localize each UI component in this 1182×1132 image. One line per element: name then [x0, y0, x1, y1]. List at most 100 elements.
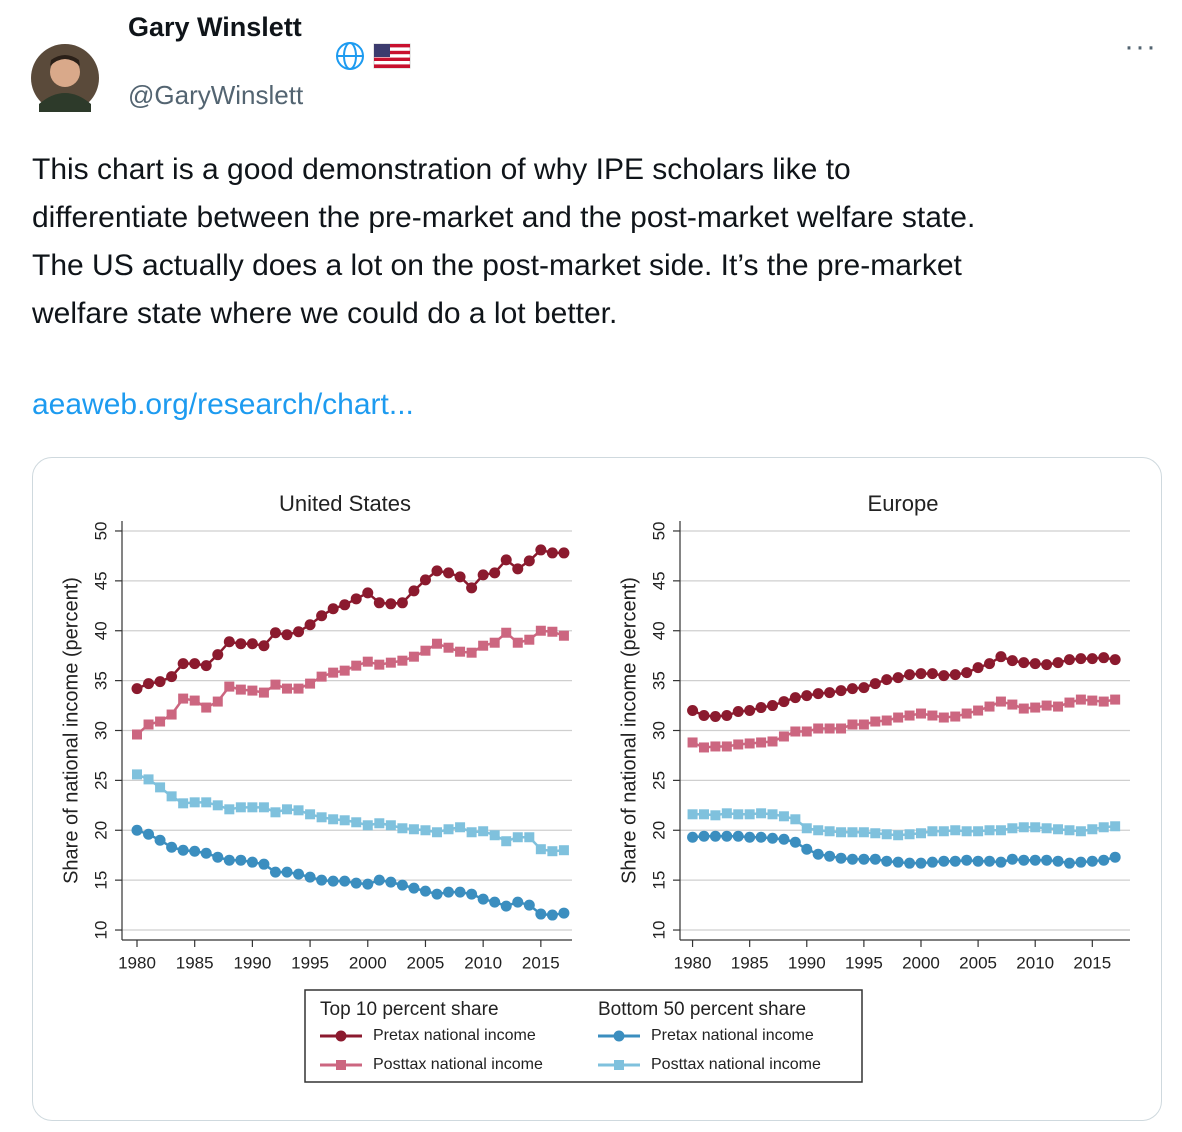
marker: [1098, 696, 1109, 707]
marker: [362, 656, 373, 667]
marker: [235, 638, 247, 650]
marker: [501, 836, 512, 847]
marker: [339, 875, 351, 887]
x-tick-label: 1980: [118, 953, 156, 972]
marker: [374, 659, 385, 670]
marker: [698, 809, 709, 820]
marker: [881, 829, 892, 840]
marker: [443, 642, 454, 653]
chart-title: United States: [279, 491, 411, 516]
marker: [477, 893, 489, 905]
marker: [524, 832, 535, 843]
y-tick-label: 45: [649, 571, 668, 590]
marker: [408, 585, 420, 597]
marker: [351, 660, 362, 671]
marker: [972, 855, 984, 867]
marker: [212, 696, 223, 707]
y-tick-label: 40: [91, 621, 110, 640]
marker: [755, 702, 767, 714]
marker: [801, 843, 813, 855]
marker: [721, 830, 733, 842]
marker: [846, 683, 858, 695]
marker: [721, 741, 732, 752]
marker: [385, 876, 397, 888]
marker: [282, 683, 292, 694]
marker: [755, 831, 767, 843]
marker: [938, 712, 949, 723]
marker: [178, 798, 189, 809]
marker: [327, 875, 339, 887]
marker: [304, 871, 316, 883]
marker: [350, 877, 362, 889]
marker: [362, 878, 374, 890]
marker: [189, 658, 201, 670]
marker: [419, 574, 431, 586]
marker: [813, 723, 824, 734]
marker: [269, 866, 281, 878]
marker: [212, 800, 223, 811]
x-tick-label: 1995: [845, 953, 883, 972]
x-tick-label: 2010: [464, 953, 502, 972]
marker: [870, 716, 881, 727]
legend-group-title: Top 10 percent share: [320, 999, 499, 1020]
marker: [362, 587, 374, 599]
x-tick-label: 2005: [959, 953, 997, 972]
marker: [949, 669, 961, 681]
y-tick-label: 45: [91, 571, 110, 590]
marker: [200, 660, 212, 672]
marker: [732, 830, 744, 842]
marker: [512, 563, 524, 575]
marker: [293, 805, 304, 816]
y-tick-label: 50: [91, 522, 110, 541]
marker: [709, 830, 721, 842]
marker: [431, 565, 443, 577]
marker: [927, 710, 938, 721]
marker: [687, 705, 699, 717]
marker: [1052, 855, 1064, 867]
marker: [778, 696, 790, 708]
author-name[interactable]: Gary Winslett: [128, 12, 302, 42]
marker: [1075, 694, 1086, 705]
marker: [926, 856, 938, 868]
marker: [269, 627, 281, 639]
marker: [339, 665, 350, 676]
marker: [523, 899, 535, 911]
marker: [454, 571, 466, 583]
marker: [824, 723, 835, 734]
marker: [984, 701, 995, 712]
marker: [408, 651, 419, 662]
x-tick-label: 1980: [674, 953, 712, 972]
marker: [258, 640, 270, 652]
marker: [282, 804, 292, 815]
marker: [478, 640, 489, 651]
marker: [950, 711, 961, 722]
marker: [835, 685, 847, 697]
x-tick-label: 1990: [788, 953, 826, 972]
series-line: [692, 812, 1116, 837]
avatar[interactable]: [31, 44, 99, 112]
marker: [235, 802, 246, 813]
marker: [721, 808, 732, 819]
name-icons: [336, 42, 411, 70]
more-button[interactable]: ···: [1124, 30, 1157, 63]
marker: [613, 1030, 625, 1042]
marker: [846, 853, 858, 865]
marker: [961, 708, 972, 719]
marker: [892, 672, 904, 684]
media-card[interactable]: [32, 457, 1162, 1121]
y-axis-label: Share of national income (percent): [618, 577, 640, 884]
marker: [1030, 822, 1041, 833]
marker: [374, 818, 385, 829]
y-axis-label: Share of national income (percent): [60, 577, 82, 884]
marker: [869, 678, 881, 690]
marker: [824, 687, 836, 699]
marker: [858, 827, 869, 838]
marker: [351, 817, 362, 828]
link[interactable]: aeaweb.org/research/chart...: [32, 388, 414, 421]
author-handle[interactable]: @GaryWinslett: [128, 80, 304, 110]
marker: [396, 597, 408, 609]
marker: [995, 825, 1006, 836]
marker: [1098, 822, 1109, 833]
marker: [721, 710, 733, 722]
